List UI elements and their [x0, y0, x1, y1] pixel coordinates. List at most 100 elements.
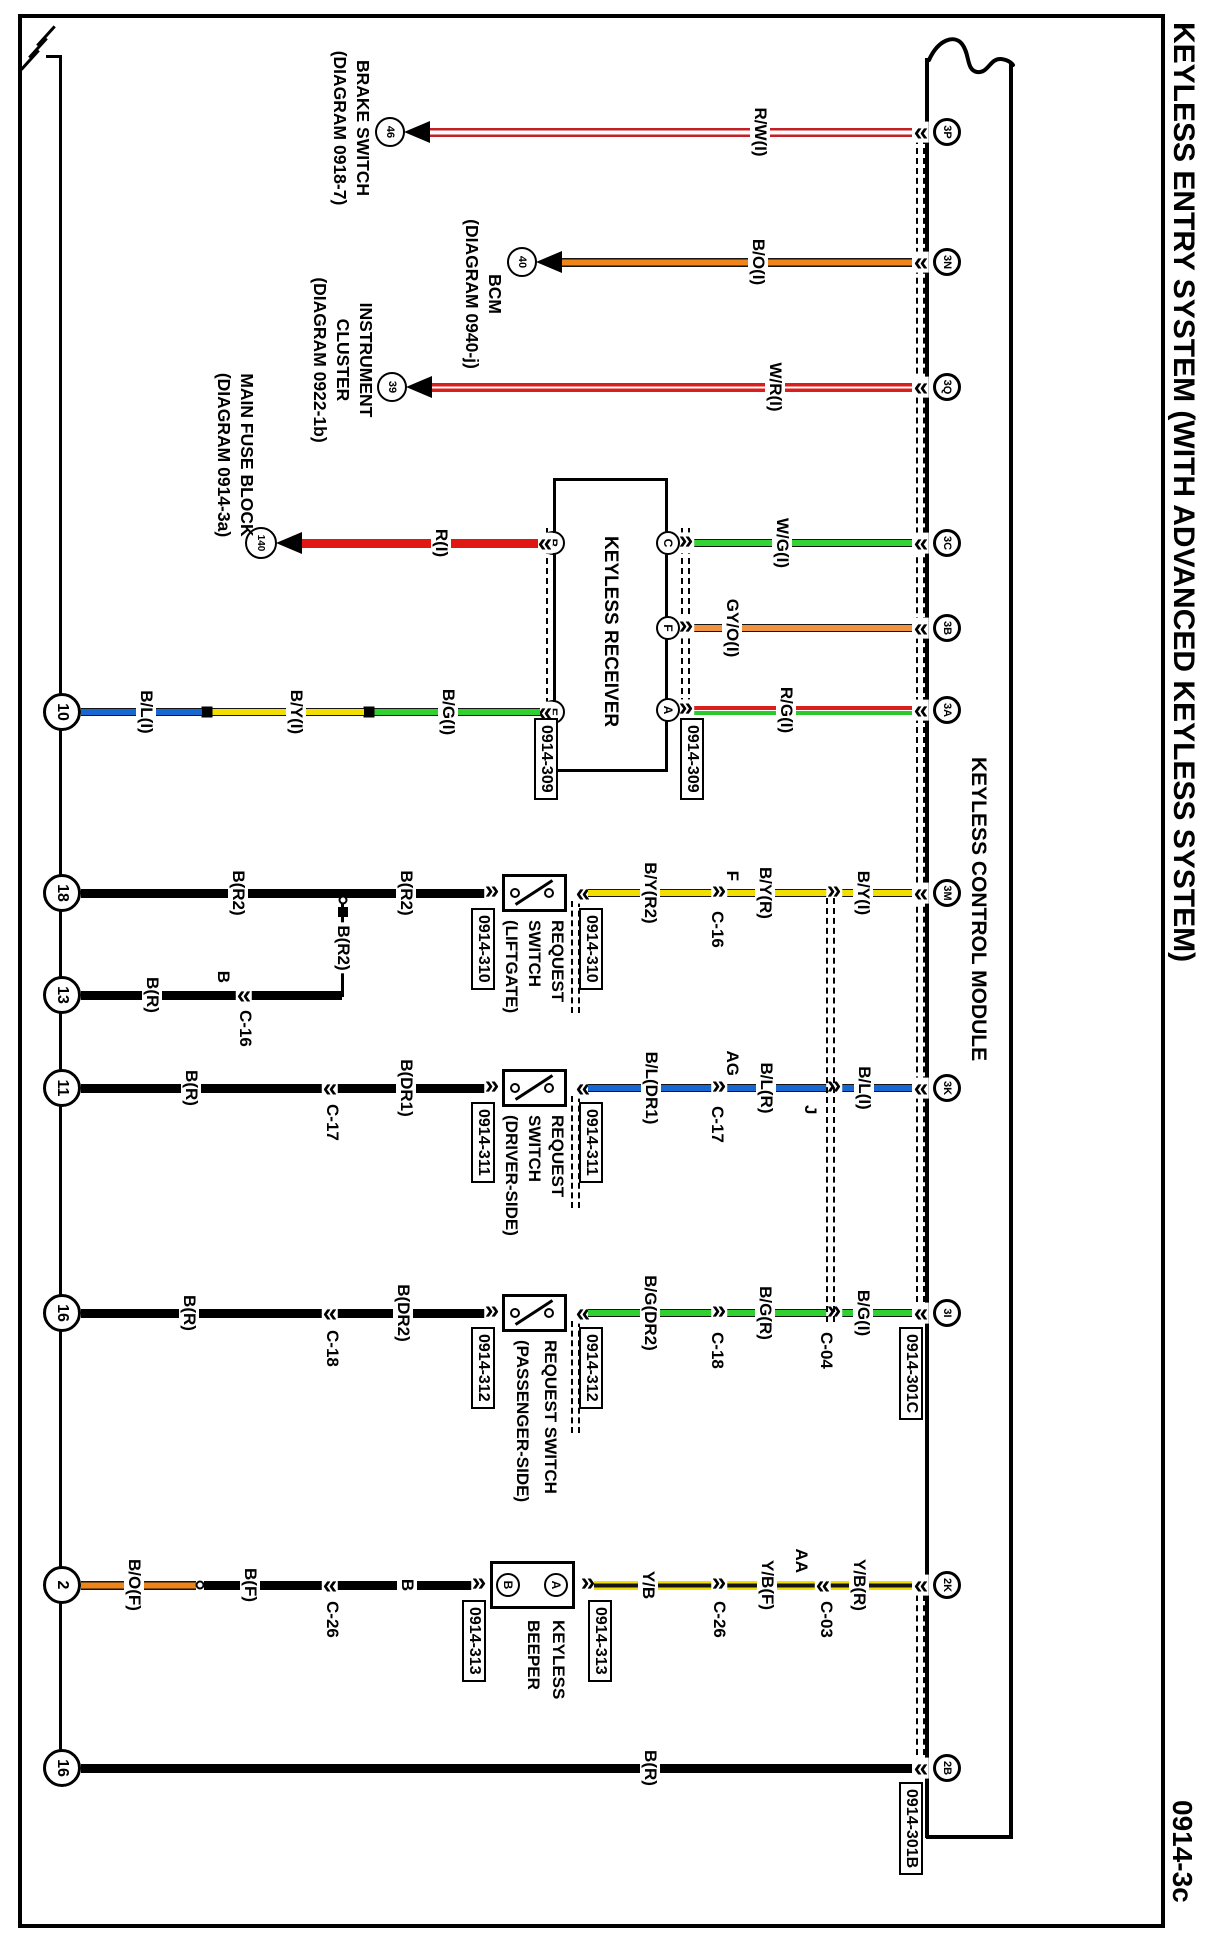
row2-conn-c26-low: C-26 — [322, 1599, 342, 1640]
row11-chevron-c17-up: « — [710, 1073, 728, 1104]
caption-fuse-2: (DIAGRAM 0914-3a) — [214, 372, 234, 538]
pin-2k: 2K — [933, 1571, 961, 1599]
pin-3i-chevron: « — [912, 1297, 930, 1328]
caption-bcm-1: BCM — [485, 274, 505, 314]
row16-chevron-c18-up: « — [710, 1298, 728, 1329]
row2-chevron-c26-low: « — [321, 1569, 339, 1600]
passenger-caption-1: REQUEST SWITCH — [541, 1340, 560, 1494]
bus-circle-16: 16 — [43, 1294, 81, 1332]
caption-cluster-1: INSTRUMENT — [356, 302, 376, 418]
driver-caption-3: (DRIVER-SIDE) — [502, 1115, 521, 1236]
passenger-caption-2: (PASSENGER-SIDE) — [513, 1340, 532, 1503]
passenger-contact-bottom — [510, 1308, 520, 1318]
wire-bo-arrow — [536, 251, 562, 273]
ref-40: 40 — [507, 247, 537, 277]
row16-wire-lower — [81, 1308, 500, 1318]
wire-rw-arrow — [404, 121, 430, 143]
wire-rw — [430, 127, 912, 137]
pin-2k-chevron: « — [912, 1569, 930, 1600]
bus-circle-2: 2 — [43, 1566, 81, 1604]
connector-label-0914-309-bottom: 0914-309 — [533, 718, 558, 800]
pin-3b-chevron: « — [912, 612, 930, 643]
module-top-line — [1009, 64, 1013, 1838]
connector-label-0914-309-top: 0914-309 — [679, 718, 704, 800]
liftgate-contact-top — [544, 888, 554, 898]
pin-3p-chevron: « — [912, 116, 930, 147]
row13-wire — [81, 990, 342, 1000]
beeper-pin-b: B — [496, 1573, 520, 1597]
ground-stub — [46, 55, 62, 58]
row11-pinletter-j: J — [800, 1103, 820, 1117]
row11-chevron-c17-low: « — [321, 1072, 339, 1103]
pin-3a-chevron: « — [912, 694, 930, 725]
row13-conn-c16: C-16 — [235, 1008, 255, 1049]
beeper-pin-a: A — [544, 1573, 568, 1597]
module-connector3-dash — [916, 138, 925, 1322]
row16-conn-c04: C-04 — [816, 1330, 836, 1371]
receiver-chevron-c: « — [677, 528, 695, 559]
ground-bus-line — [59, 55, 62, 1770]
row16-conn-c18-low: C-18 — [322, 1328, 342, 1369]
junction-square — [338, 907, 348, 917]
wire-r-arrow — [276, 532, 302, 554]
bus-circle-11: 11 — [43, 1069, 81, 1107]
row2-label-bf: B(F) — [240, 1565, 260, 1605]
driver-caption-2: SWITCH — [525, 1115, 544, 1183]
row16-label-bgr: B/G(R) — [755, 1283, 775, 1343]
row2-conn-c26-up: C-26 — [709, 1599, 729, 1640]
liftgate-caption-1: REQUEST — [548, 920, 567, 1003]
beeper-caption-1: KEYLESS — [549, 1620, 568, 1700]
pin-3i: 3I — [933, 1299, 961, 1327]
bus-circle-16b: 16 — [43, 1749, 81, 1787]
wire-bg-i-label: B/G(I) — [438, 685, 458, 739]
wire-rw-label: R/W(I) — [750, 104, 770, 160]
pin-3k-chevron: « — [912, 1072, 930, 1103]
row2-conn-c03: C-03 — [816, 1599, 836, 1640]
wire-bo — [562, 257, 912, 267]
wire-gyo-label: GY/O(I) — [722, 595, 742, 661]
row11-chevron-entry: « — [483, 1073, 501, 1104]
connector-label-0914-310-upper: 0914-310 — [578, 908, 603, 990]
wire-wr-arrow — [406, 376, 432, 398]
row18-label-br2-2: B(R2) — [396, 867, 416, 919]
wire-rg — [694, 705, 912, 715]
caption-cluster-3: (DIAGRAM 0922-1b) — [310, 277, 330, 443]
row18-wire-lower — [81, 888, 500, 898]
connector-label-0914-312-lower: 0914-312 — [470, 1327, 495, 1409]
row13-label-br: B(R) — [142, 974, 162, 1016]
driver-dash — [571, 1096, 580, 1208]
passenger-contact-top — [544, 1308, 554, 1318]
pin-2b-chevron: « — [912, 1752, 930, 1783]
liftgate-caption-2: SWITCH — [525, 920, 544, 988]
caption-cluster-2: CLUSTER — [333, 318, 353, 402]
page-code: 0914-3c — [1167, 1800, 1198, 1903]
pin-3m: 3M — [933, 879, 961, 907]
page-title: KEYLESS ENTRY SYSTEM (WITH ADVANCED KEYL… — [1167, 22, 1200, 963]
ref-39: 39 — [377, 372, 407, 402]
receiver-pin-c: C — [656, 531, 680, 555]
row18-conn-c16: C-16 — [707, 909, 727, 950]
row11-label-blr: B/L(R) — [756, 1059, 776, 1117]
row2-chevron-entry: « — [470, 1570, 488, 1601]
row11-label-bldr1: B/L(DR1) — [641, 1048, 661, 1128]
pin-3m-chevron: « — [912, 877, 930, 908]
pin-3a: 3A — [933, 696, 961, 724]
connector-label-0914-301c: 0914-301C — [898, 1327, 923, 1421]
pin-3c: 3C — [933, 529, 961, 557]
row2-label-bof: B/O(F) — [124, 1556, 144, 1614]
driver-caption-1: REQUEST — [548, 1115, 567, 1198]
connector-label-0914-313-lower: 0914-313 — [461, 1600, 486, 1682]
row2-label-ybf: Y/B(F) — [757, 1556, 777, 1614]
connector-label-0914-313-upper: 0914-313 — [587, 1600, 612, 1682]
connector-label-0914-312-upper: 0914-312 — [578, 1327, 603, 1409]
connector-label-0914-311-upper: 0914-311 — [578, 1102, 603, 1183]
wire-r-label: R(I) — [431, 525, 451, 561]
module-right-line — [926, 1835, 1013, 1839]
pin-3n: 3N — [933, 248, 961, 276]
pin-2b: 2B — [933, 1754, 961, 1782]
ref-46: 46 — [375, 117, 405, 147]
pin-3n-chevron: « — [912, 246, 930, 277]
wire-rg-label: R/G(I) — [776, 683, 796, 737]
caption-bcm-2: (DIAGRAM 0940-j) — [462, 219, 482, 369]
